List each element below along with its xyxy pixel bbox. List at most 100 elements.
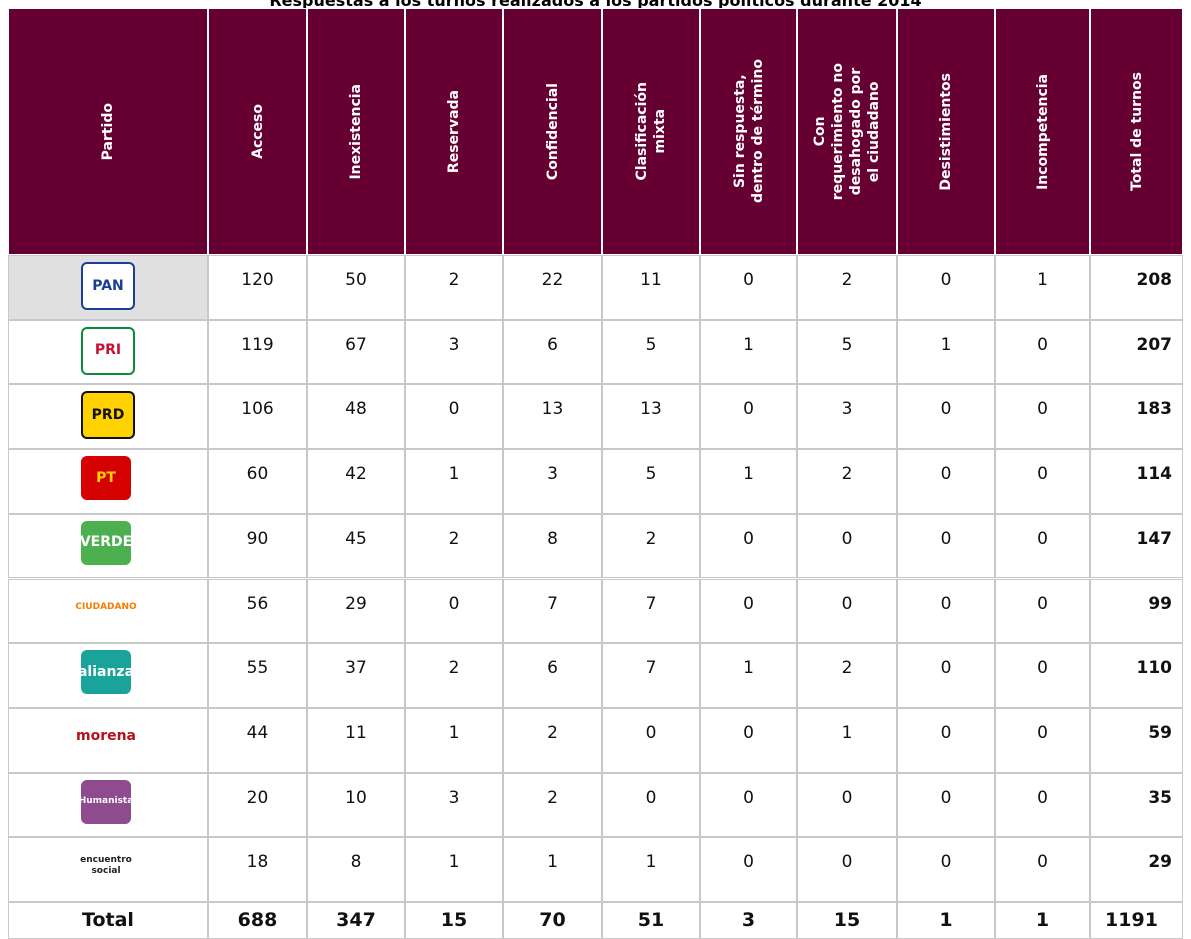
footer-cell: 1191: [1090, 902, 1183, 939]
data-cell: 0: [897, 837, 995, 902]
header-line: desahogado por: [848, 67, 864, 196]
data-cell: 0: [405, 578, 503, 644]
data-cell: 29: [1090, 837, 1183, 902]
data-cell: 10: [307, 772, 405, 838]
data-cell: 1: [503, 837, 602, 902]
data-cell: 0: [995, 513, 1090, 579]
data-cell: 0: [602, 707, 700, 773]
footer-cell: 51: [602, 902, 700, 939]
footer-cell: 3: [700, 902, 797, 939]
data-cell: 0: [602, 772, 700, 838]
data-cell: 0: [995, 384, 1090, 450]
data-cell: 0: [995, 319, 1090, 385]
party-cell: CIUDADANO: [8, 578, 208, 644]
footer-cell: 347: [307, 902, 405, 939]
data-cell: 2: [405, 255, 503, 320]
header-line: mixta: [652, 109, 668, 154]
data-cell: 0: [700, 384, 797, 450]
data-cell: 20: [208, 772, 307, 838]
data-cell: 2: [797, 255, 897, 320]
footer-cell: 1: [995, 902, 1090, 939]
data-cell: 3: [503, 449, 602, 514]
data-cell: 3: [405, 319, 503, 385]
data-cell: 208: [1090, 255, 1183, 320]
data-cell: 0: [995, 772, 1090, 838]
data-cell: 99: [1090, 578, 1183, 644]
data-cell: 1: [405, 837, 503, 902]
data-cell: 1: [797, 707, 897, 773]
data-cell: 2: [503, 707, 602, 773]
party-cell: VERDE: [8, 513, 208, 579]
data-cell: 11: [307, 707, 405, 773]
data-cell: 8: [307, 837, 405, 902]
data-cell: 0: [797, 837, 897, 902]
data-cell: 22: [503, 255, 602, 320]
footer-cell: 70: [503, 902, 602, 939]
data-cell: 0: [897, 643, 995, 708]
header-cell: Incompetencia: [995, 8, 1090, 255]
header-text: Reservada: [445, 90, 463, 173]
footer-cell: 688: [208, 902, 307, 939]
header-line: Confidencial: [544, 82, 561, 181]
data-cell: 3: [797, 384, 897, 450]
data-cell: 0: [995, 837, 1090, 902]
data-cell: 1: [602, 837, 700, 902]
data-cell: 0: [797, 578, 897, 644]
header-cell: Confidencial: [503, 8, 602, 255]
header-cell: Total de turnos: [1090, 8, 1183, 255]
header-line: dentro de término: [749, 59, 766, 204]
header-text: Acceso: [249, 104, 267, 159]
footer-label: Total: [8, 902, 208, 939]
header-cell: Partido: [8, 8, 208, 255]
data-cell: 106: [208, 384, 307, 450]
data-cell: 1: [405, 707, 503, 773]
data-cell: 147: [1090, 513, 1183, 579]
data-cell: 5: [602, 319, 700, 385]
data-cell: 1: [700, 319, 797, 385]
data-cell: 6: [503, 319, 602, 385]
party-cell: Humanista: [8, 772, 208, 838]
header-line: Con: [812, 116, 828, 147]
data-cell: 0: [700, 255, 797, 320]
data-cell: 7: [602, 578, 700, 644]
header-line: Acceso: [249, 104, 266, 159]
party-logo: PRI: [81, 326, 135, 375]
data-cell: 207: [1090, 319, 1183, 385]
data-cell: 2: [602, 513, 700, 579]
data-cell: 42: [307, 449, 405, 514]
data-cell: 119: [208, 319, 307, 385]
data-cell: 13: [602, 384, 700, 450]
data-cell: 2: [503, 772, 602, 838]
data-cell: 0: [797, 513, 897, 579]
header-text: Con requerimiento no desahogado por el ciud…: [811, 63, 883, 200]
data-cell: 0: [700, 772, 797, 838]
data-cell: 0: [897, 578, 995, 644]
data-cell: 45: [307, 513, 405, 579]
data-cell: 90: [208, 513, 307, 579]
party-logo: alianza: [78, 650, 134, 695]
data-cell: 3: [405, 772, 503, 838]
data-cell: 0: [897, 707, 995, 773]
data-cell: 56: [208, 578, 307, 644]
data-cell: 5: [602, 449, 700, 514]
header-text: Confidencial: [544, 83, 562, 180]
header-text: Incompetencia: [1034, 74, 1052, 190]
data-cell: 1: [700, 449, 797, 514]
header-cell: Acceso: [208, 8, 307, 255]
header-text: Sin respuesta, dentro de término: [731, 59, 767, 203]
data-cell: 0: [405, 384, 503, 450]
data-cell: 0: [995, 578, 1090, 644]
data-cell: 120: [208, 255, 307, 320]
header-cell: Inexistencia: [307, 8, 405, 255]
data-cell: 37: [307, 643, 405, 708]
party-logo: PAN: [81, 262, 135, 310]
data-cell: 1: [897, 319, 995, 385]
header-text: Partido: [99, 103, 117, 160]
footer-cell: 15: [405, 902, 503, 939]
party-logo: PRD: [81, 391, 135, 440]
data-cell: 0: [995, 449, 1090, 514]
data-cell: 48: [307, 384, 405, 450]
header-line: Reservada: [446, 89, 462, 174]
data-cell: 0: [995, 707, 1090, 773]
